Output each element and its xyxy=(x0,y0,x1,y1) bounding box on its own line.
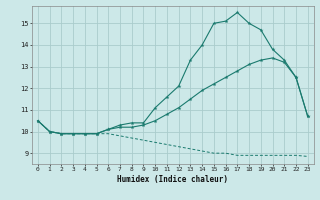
X-axis label: Humidex (Indice chaleur): Humidex (Indice chaleur) xyxy=(117,175,228,184)
